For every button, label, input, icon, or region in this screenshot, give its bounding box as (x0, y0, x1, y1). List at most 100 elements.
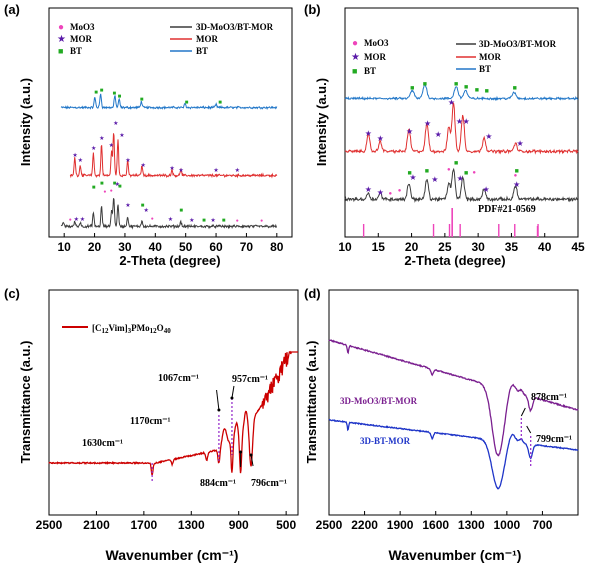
panel-a-mor-peak-marker: ★ (235, 167, 240, 174)
panel-c-annotations: 1630cm⁻¹ 1170cm⁻¹ 1067cm⁻¹ 957cm⁻¹ 884cm⁻¹ 79… (82, 373, 287, 489)
panel-b-x-tick-label: 40 (538, 240, 552, 254)
panel-b-composite-bt-marker: ■ (407, 169, 411, 177)
panel-b-composite-mor-marker: ★ (377, 188, 384, 197)
panel-a-series (60, 93, 278, 230)
panel-a-legend-moo3-label: MoO3 (70, 22, 95, 32)
panel-a-legend-mor-label: MOR (70, 34, 92, 44)
panel-c-label: (c) (4, 286, 20, 301)
panel-b-mor-peak-marker: ★ (456, 117, 463, 126)
panel-a-mor-peak-marker: ★ (140, 162, 145, 169)
panel-b-x-tick-label: 20 (405, 240, 419, 254)
panel-a-legend-mor-series-label: MOR (196, 34, 218, 44)
panel-d-x-tick-label: 1900 (387, 518, 414, 532)
panel-a-composite-mor-marker: ★ (168, 216, 173, 223)
panel-c-annotation-arrow (216, 389, 220, 411)
panel-b-series (344, 84, 579, 203)
panel-a-composite-moo3-marker: ● (151, 217, 154, 222)
panel-a-bt-peak-marker: ■ (112, 91, 116, 97)
panel-b-legend: ● MoO3 ★ MOR ■ BT 3D-MoO3/BT-MOR MOR BT (351, 38, 557, 76)
panel-b-reference-lines (362, 208, 539, 237)
panel-a-bt-trace (60, 93, 278, 111)
panel-a-composite-moo3-marker: ● (236, 219, 239, 224)
panel-b-legend-bt-symbol: ■ (352, 66, 357, 76)
panel-c-series (48, 350, 298, 478)
panel-b-legend-mor-label: MOR (364, 52, 386, 62)
panel-a-composite-bt-marker: ■ (179, 208, 183, 214)
panel-a-composite-bt-marker: ■ (100, 181, 104, 187)
panel-b-composite-bt-marker: ■ (425, 167, 429, 175)
panel-b-mor-peak-marker: ★ (516, 139, 523, 148)
panel-d-peak-label-799: 799cm⁻¹ (536, 434, 572, 445)
panel-b-x-tick-label: 15 (372, 240, 386, 254)
panel-b-composite-moo3-marker: ● (514, 173, 518, 179)
panel-a-composite-bt-marker: ■ (222, 218, 226, 224)
panel-c-peak-label: 1630cm⁻¹ (82, 438, 123, 449)
panel-a-bt-peak-marker: ■ (140, 97, 144, 103)
panel-c-peak-label: 957cm⁻¹ (232, 374, 268, 385)
panel-c-peak-label: 884cm⁻¹ (200, 478, 236, 489)
panel-d-x-tick-label: 2200 (351, 518, 378, 532)
panel-a-x-tick-label: 50 (179, 240, 193, 254)
panel-b-composite-trace (344, 167, 579, 203)
panel-c-x-tick-label: 2500 (36, 518, 63, 532)
panel-a-mor-peak-marker: ★ (169, 165, 174, 172)
panel-a-peak-markers: ■ ■ ■ ■ ■ ■ ■★★★★★★★★★ ★ ★ ★ ★■■ ■ ■■■■ ■★ ★★★★★ ★ ★●● ●●… (69, 88, 263, 224)
panel-b-bt-peak-marker: ■ (454, 80, 458, 88)
panel-b-composite-bt-marker: ■ (515, 167, 519, 175)
panel-b-bt-peak-marker: ■ (423, 80, 427, 88)
panel-a-mor-peak-marker: ★ (109, 142, 114, 149)
panel-c-peak-label: 1067cm⁻¹ (158, 373, 199, 384)
panel-a-mor-peak-marker: ★ (213, 167, 218, 174)
panel-b-legend-bt-series-label: BT (479, 64, 491, 74)
panel-b-composite-moo3-marker: ● (472, 170, 476, 176)
panel-b: (b) 10 15 20 25 30 35 40 45 ■ ■ ■ ■ ■ ■ ■★★★★★★★ ★★★■ ■… (304, 2, 585, 268)
panel-b-bt-peak-marker: ■ (464, 83, 468, 91)
panel-d-peak-label-878: 878cm⁻¹ (531, 392, 567, 403)
panel-a-composite-mor-marker: ★ (125, 202, 130, 209)
panel-b-mor-peak-marker: ★ (377, 134, 384, 143)
panel-d-x-tick-label: 2500 (316, 518, 343, 532)
panel-b-mor-peak-marker: ★ (435, 130, 442, 139)
panel-a-mor-peak-marker: ★ (99, 135, 104, 142)
panel-c-annotation-arrowhead (249, 453, 253, 457)
panel-b-x-tick-label: 35 (505, 240, 519, 254)
panel-a-x-tick-label: 30 (118, 240, 132, 254)
panel-a-x-tick-label: 70 (240, 240, 254, 254)
panel-a-composite-mor-marker: ★ (144, 207, 149, 214)
panel-c-frame (48, 289, 299, 516)
panel-b-composite-mor-marker: ★ (483, 185, 490, 194)
panel-b-x-axis-label: 2-Theta (degree) (404, 253, 505, 268)
panel-d-bt-mor-label: 3D-BT-MOR (360, 436, 411, 446)
panel-a-mor-peak-marker: ★ (91, 145, 96, 152)
panel-b-composite-moo3-marker: ● (447, 167, 451, 173)
panel-a-mor-peak-marker: ★ (113, 120, 118, 127)
panel-d-annotations: 878cm⁻¹ 799cm⁻¹ (520, 392, 572, 468)
panel-b-mor-peak-marker: ★ (448, 98, 455, 107)
panel-c-x-axis-label: Wavenumber (cm⁻¹) (106, 547, 239, 563)
panel-b-composite-mor-marker: ★ (457, 174, 464, 183)
panel-b-mor-peak-marker: ★ (463, 117, 470, 126)
panel-c-x-ticks: 2500 2100 1700 1300 900 500 (36, 511, 296, 532)
panel-d-composite-trace (328, 339, 579, 457)
panel-a-composite-moo3-marker: ● (110, 189, 113, 194)
panel-a-mor-peak-marker: ★ (178, 167, 183, 174)
panel-c: (c) 2500 2100 1700 1300 900 500 1630cm⁻¹ 1170c… (4, 286, 299, 563)
panel-a-composite-bt-marker: ■ (118, 184, 122, 190)
panel-a-y-axis-label: Intensity (a.u.) (18, 78, 33, 166)
panel-a-mor-trace (69, 133, 278, 179)
panel-a-x-ticks: 10 20 30 40 50 60 70 80 (58, 233, 284, 254)
panel-a-legend-moo3-symbol: ● (58, 22, 64, 33)
panel-a-composite-bt-marker: ■ (92, 185, 96, 191)
panel-b-mor-peak-marker: ★ (406, 127, 413, 136)
panel-d-bt-mor-trace (328, 418, 579, 490)
panel-b-legend-composite-label: 3D-MoO3/BT-MOR (479, 39, 557, 49)
panel-a-mor-peak-marker: ★ (78, 157, 83, 164)
panel-a-x-axis-label: 2-Theta (degree) (119, 253, 220, 268)
panel-b-x-tick-label: 30 (471, 240, 485, 254)
panel-c-legend-label: [C12Vim]3PMo12O40 (92, 323, 171, 335)
panel-a-bt-peak-marker: ■ (185, 100, 189, 106)
panel-b-pdf-annotation: PDF#21-0569 (478, 204, 536, 215)
panel-d-frame (328, 289, 579, 516)
panel-a-mor-peak-marker: ★ (72, 152, 77, 159)
panel-b-label: (b) (304, 2, 321, 17)
